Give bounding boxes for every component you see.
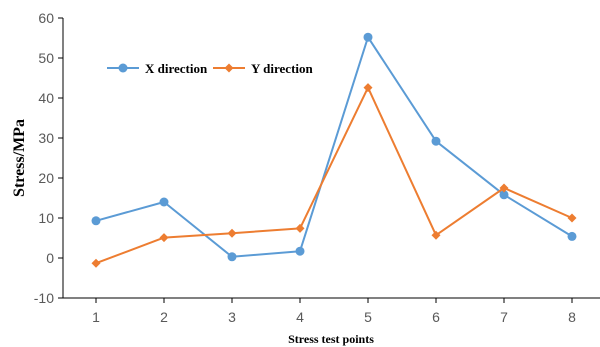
legend: X direction Y direction	[107, 61, 314, 76]
data-point-x-direction	[431, 136, 441, 146]
x-tick-label: 4	[296, 309, 304, 325]
x-tick-label: 2	[160, 309, 168, 325]
data-point-y-direction	[159, 233, 169, 243]
y-tick-label: 60	[38, 10, 54, 26]
y-tick-label: 20	[38, 170, 54, 186]
y-tick-label: 50	[38, 50, 54, 66]
legend-marker-x-direction	[118, 63, 128, 73]
data-point-x-direction	[295, 246, 305, 256]
series-line-x-direction	[95, 36, 573, 258]
x-axis-title: Stress test points	[288, 332, 374, 346]
y-axis-title: Stress/MPa	[11, 119, 28, 197]
data-point-y-direction	[431, 230, 441, 240]
series-layer	[91, 32, 577, 268]
x-tick-label: 7	[500, 309, 508, 325]
data-point-y-direction	[499, 183, 509, 193]
y-tick-label: 10	[38, 210, 54, 226]
legend-label-x-direction: X direction	[145, 61, 208, 76]
x-tick-label: 1	[92, 309, 100, 325]
x-tick-label: 5	[364, 309, 372, 325]
x-tick-label: 3	[228, 309, 236, 325]
y-tick-label: 0	[46, 250, 54, 266]
data-point-x-direction	[227, 252, 237, 262]
data-point-y-direction	[227, 228, 237, 238]
data-point-x-direction	[159, 197, 169, 207]
data-point-x-direction	[567, 231, 577, 241]
x-axis-ticks: 1 2 3 4 5 6 7 8	[92, 298, 576, 325]
legend-marker-y-direction	[224, 63, 234, 73]
series-line-y-direction	[95, 86, 573, 265]
data-point-y-direction	[567, 213, 577, 223]
data-point-y-direction	[295, 223, 305, 233]
data-point-x-direction	[91, 216, 101, 226]
y-tick-label: -10	[34, 290, 54, 306]
data-point-x-direction	[363, 32, 373, 42]
legend-label-y-direction: Y direction	[251, 61, 314, 76]
data-point-y-direction	[363, 83, 373, 93]
x-tick-label: 6	[432, 309, 440, 325]
data-point-x-direction	[499, 190, 509, 200]
y-tick-label: 40	[38, 90, 54, 106]
y-axis-ticks: -10 0 10 20 30 40 50 60	[34, 10, 63, 306]
data-point-y-direction	[91, 258, 101, 268]
y-tick-label: 30	[38, 130, 54, 146]
x-tick-label: 8	[568, 309, 576, 325]
